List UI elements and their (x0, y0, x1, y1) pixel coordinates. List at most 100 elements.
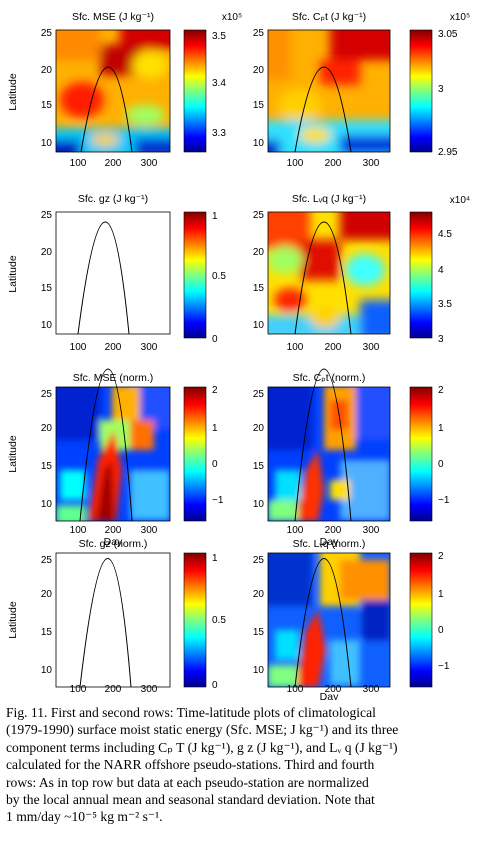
panel-title: Sfc. MSE (J kg⁻¹) (72, 11, 154, 23)
colorbar-tick: −1 (438, 661, 450, 672)
y-tick: 20 (41, 247, 53, 258)
panel-title: Sfc. gz (norm.) (79, 538, 148, 550)
colorbar-tick: 4.5 (438, 229, 452, 240)
panel-title: Sfc. Cₚt (norm.) (293, 372, 366, 384)
y-tick: 20 (253, 589, 265, 600)
y-tick: 20 (41, 423, 53, 434)
x-tick: 300 (363, 684, 380, 695)
caption-line: component terms including Cₚ T (J kg⁻¹),… (6, 739, 398, 755)
panel-title: Sfc. Lᵥq (norm.) (293, 538, 366, 550)
colorbar-tick: −1 (212, 495, 224, 506)
panel-title: Sfc. Lᵥq (J kg⁻¹) (292, 193, 366, 205)
x-tick: 200 (325, 342, 342, 353)
y-tick: 25 (253, 555, 265, 566)
caption-line: Fig. 11. First and second rows: Time-lat… (6, 705, 376, 720)
colorbar-tick: 0 (212, 334, 218, 345)
y-tick: 10 (41, 320, 53, 331)
colorbar-multiplier: x10⁵ (222, 12, 242, 23)
x-tick: 300 (363, 158, 380, 169)
y-tick: 25 (41, 28, 53, 39)
panel-sfc-cpt-norm (267, 368, 433, 522)
colorbar-multiplier: x10⁴ (450, 195, 470, 206)
y-tick: 15 (41, 461, 53, 472)
y-axis-label: Latitude (7, 73, 19, 111)
x-tick: 300 (141, 684, 158, 695)
x-axis-label: Day (320, 691, 339, 700)
y-tick: 10 (253, 138, 265, 149)
colorbar-tick: 3.3 (212, 128, 226, 139)
colorbar-tick: 1 (212, 211, 218, 222)
y-tick: 25 (41, 210, 53, 221)
x-axis-label: Day (320, 536, 339, 548)
x-tick: 100 (287, 158, 304, 169)
x-tick: 200 (325, 158, 342, 169)
colorbar-tick: 2.95 (438, 147, 458, 158)
x-tick: 200 (325, 684, 342, 695)
colorbar-tick: 3.5 (212, 31, 226, 42)
colorbar-tick: 2 (212, 385, 218, 396)
x-tick: 300 (141, 342, 158, 353)
x-tick: 200 (105, 684, 122, 695)
x-tick: 200 (105, 342, 122, 353)
panel-sfc-gz (55, 211, 207, 339)
x-tick: 300 (141, 525, 158, 536)
panel-sfc-mse (55, 29, 207, 153)
figure-panels: Sfc. MSE (J kg⁻¹) Sfc. Cₚt (J kg⁻¹) Sfc.… (7, 11, 470, 700)
x-tick: 300 (363, 525, 380, 536)
y-tick: 20 (253, 247, 265, 258)
panel-sfc-lvq-norm (267, 552, 433, 688)
y-tick: 15 (253, 100, 265, 111)
y-tick: 10 (253, 665, 265, 676)
y-tick: 10 (41, 499, 53, 510)
colorbar-tick: 0.5 (212, 615, 226, 626)
x-tick: 200 (105, 158, 122, 169)
x-tick: 100 (70, 342, 87, 353)
panel-sfc-mse-norm (55, 368, 207, 522)
y-tick: 10 (253, 499, 265, 510)
x-tick: 100 (70, 684, 87, 695)
y-tick: 15 (41, 627, 53, 638)
panel-sfc-gz-norm (55, 552, 207, 688)
panel-title: Sfc. gz (J kg⁻¹) (78, 193, 148, 205)
colorbar-tick: 4 (438, 265, 444, 276)
x-tick: 300 (141, 158, 158, 169)
figure-caption: Fig. 11. First and second rows: Time-lat… (6, 704, 474, 826)
y-tick: 20 (253, 65, 265, 76)
x-tick: 200 (325, 525, 342, 536)
colorbar-tick: 0 (212, 680, 218, 691)
y-tick: 25 (41, 389, 53, 400)
y-tick: 15 (41, 283, 53, 294)
y-tick: 20 (41, 65, 53, 76)
y-tick: 25 (253, 28, 265, 39)
caption-line: by the local annual mean and seasonal st… (6, 792, 375, 808)
x-tick: 100 (287, 525, 304, 536)
x-tick: 100 (287, 342, 304, 353)
x-axis-label: Day (104, 536, 123, 548)
colorbar-tick: 2 (438, 551, 444, 562)
colorbar-tick: 2 (438, 385, 444, 396)
x-tick: 100 (70, 525, 87, 536)
panel-title: Sfc. Cₚt (J kg⁻¹) (292, 11, 366, 23)
colorbar-tick: 1 (438, 423, 444, 434)
x-tick: 100 (70, 158, 87, 169)
colorbar-tick: 3.05 (438, 29, 458, 40)
y-tick: 10 (253, 320, 265, 331)
y-axis-label: Latitude (7, 435, 19, 473)
y-tick: 20 (41, 589, 53, 600)
caption-line: (1979-1990) surface moist static energy … (6, 722, 399, 738)
colorbar-tick: 3 (438, 84, 444, 95)
colorbar-tick: 1 (212, 553, 218, 564)
y-tick: 25 (41, 555, 53, 566)
colorbar-tick: 0 (438, 625, 444, 636)
y-tick: 10 (41, 138, 53, 149)
caption-line: rows: As in top row but data at each pse… (6, 774, 369, 790)
y-tick: 25 (253, 389, 265, 400)
x-tick: 200 (105, 525, 122, 536)
colorbar-tick: 0 (438, 459, 444, 470)
caption-line: 1 mm/day ~10⁻⁵ kg m⁻² s⁻¹. (6, 809, 163, 825)
y-tick: 25 (253, 210, 265, 221)
panel-sfc-cpt (267, 29, 433, 153)
y-tick: 10 (41, 665, 53, 676)
colorbar-multiplier: x10⁵ (450, 12, 470, 23)
panel-title: Sfc. MSE (norm.) (73, 372, 154, 384)
